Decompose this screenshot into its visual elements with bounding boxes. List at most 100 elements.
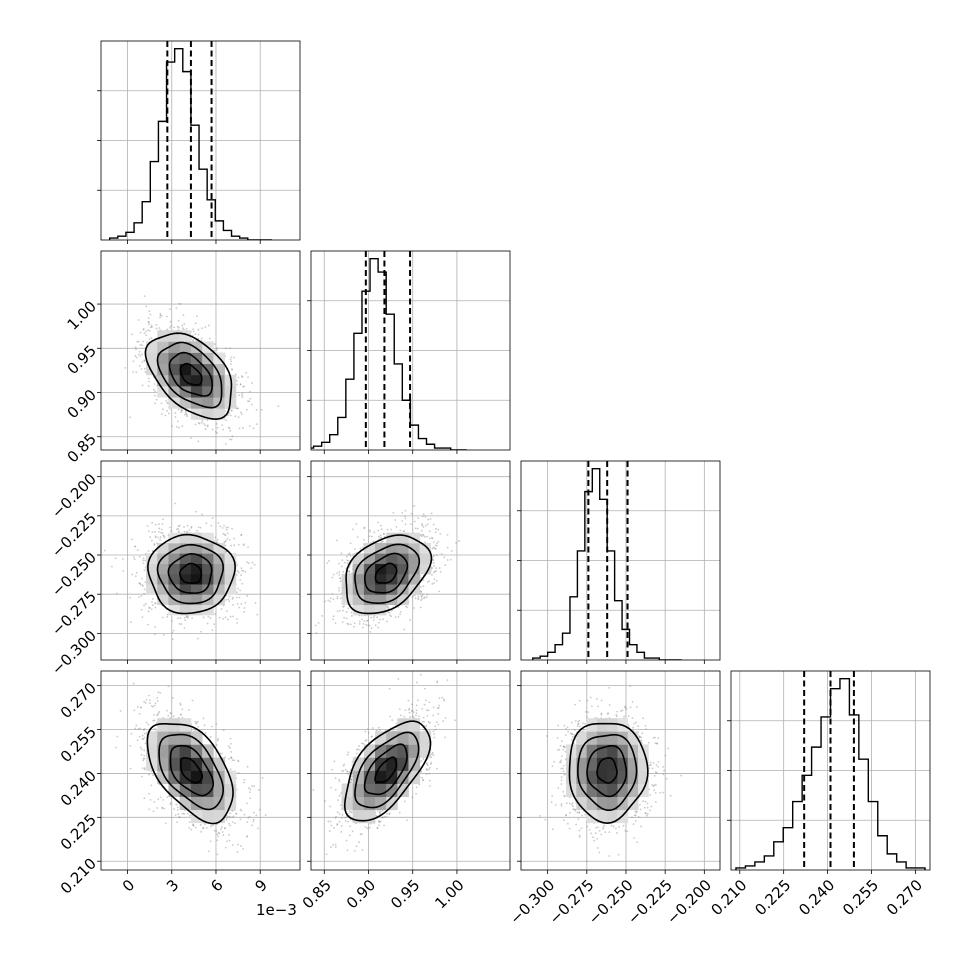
sample-point — [197, 725, 200, 728]
contour-line — [179, 562, 203, 584]
sample-point — [160, 413, 163, 415]
sample-point — [640, 739, 642, 742]
density-cell — [352, 594, 365, 606]
sample-point — [213, 343, 216, 346]
sample-point — [154, 535, 157, 538]
sample-point — [138, 712, 141, 715]
sample-point — [596, 837, 599, 840]
sample-point — [331, 768, 334, 771]
sample-point — [240, 567, 243, 570]
sample-point — [629, 706, 632, 709]
sample-point — [342, 609, 344, 612]
sample-point — [181, 716, 184, 719]
sample-point — [338, 571, 341, 573]
panel-frame — [520, 670, 721, 871]
sample-point — [349, 782, 352, 784]
sample-point — [665, 777, 668, 780]
sample-point — [430, 761, 433, 764]
sample-point — [436, 767, 438, 770]
sample-point — [216, 833, 219, 836]
density-cell — [213, 374, 225, 387]
x-tick-label: 0.85 — [299, 876, 335, 912]
sample-point — [264, 814, 267, 816]
sample-point — [657, 737, 660, 739]
sample-point — [572, 805, 574, 808]
sample-point — [196, 720, 199, 723]
sample-point — [195, 721, 198, 724]
sample-point — [133, 709, 136, 712]
sample-point — [143, 360, 146, 362]
density-cell — [397, 757, 409, 771]
density-panel-3-2 — [538, 685, 683, 863]
sample-point — [235, 573, 238, 576]
sample-point — [147, 694, 150, 697]
sample-point — [211, 517, 214, 520]
sample-point — [141, 344, 143, 347]
density-cell — [213, 408, 225, 420]
sample-point — [653, 784, 656, 787]
sample-point — [176, 325, 179, 328]
sample-point — [185, 412, 187, 415]
sample-point — [239, 579, 242, 581]
sample-point — [224, 846, 227, 849]
sample-point — [404, 509, 407, 512]
sample-point — [338, 794, 341, 797]
density-panel-2-1 — [314, 505, 460, 634]
sample-point — [153, 704, 156, 707]
sample-point — [409, 716, 412, 718]
sample-point — [250, 403, 253, 406]
sample-point — [431, 753, 433, 756]
sample-point — [418, 783, 421, 786]
sample-point — [226, 532, 229, 535]
sample-point — [339, 577, 341, 580]
sample-point — [142, 559, 144, 562]
sample-point — [444, 716, 447, 719]
sample-point — [191, 617, 194, 619]
sample-point — [143, 359, 146, 362]
sample-point — [624, 705, 626, 708]
density-cell — [179, 330, 192, 342]
sample-point — [186, 616, 189, 619]
sample-point — [431, 556, 434, 558]
sample-point — [182, 327, 184, 330]
sample-point — [450, 550, 453, 552]
sample-point — [154, 727, 156, 730]
sample-point — [640, 742, 643, 744]
sample-point — [202, 827, 205, 830]
sample-point — [437, 723, 440, 726]
sample-point — [362, 623, 365, 625]
sample-point — [423, 597, 425, 599]
sample-point — [219, 525, 222, 528]
sample-point — [135, 724, 138, 727]
sample-point — [364, 730, 367, 733]
sample-point — [428, 530, 431, 533]
sample-point — [436, 542, 438, 545]
sample-point — [391, 719, 394, 722]
sample-point — [238, 394, 241, 397]
sample-point — [143, 588, 146, 591]
sample-point — [561, 767, 564, 770]
density-cell — [386, 584, 398, 595]
sample-point — [442, 720, 445, 722]
density-cell — [352, 563, 365, 575]
sample-point — [439, 571, 442, 573]
density-cell — [179, 744, 192, 758]
sample-point — [223, 827, 226, 830]
sample-point — [217, 738, 220, 740]
sample-point — [213, 540, 216, 542]
sample-point — [664, 754, 667, 757]
sample-point — [433, 564, 435, 567]
sample-point — [183, 413, 186, 416]
sample-point — [570, 738, 573, 741]
sample-point — [651, 784, 654, 786]
density-cell — [576, 783, 588, 798]
sample-point — [218, 616, 221, 619]
sample-point — [654, 736, 656, 739]
sample-point — [656, 742, 659, 745]
density-cell — [202, 385, 214, 398]
sample-point — [167, 685, 170, 688]
sample-point — [174, 412, 177, 414]
density-cell — [596, 757, 608, 771]
sample-point — [143, 757, 146, 760]
sample-point — [349, 814, 351, 817]
